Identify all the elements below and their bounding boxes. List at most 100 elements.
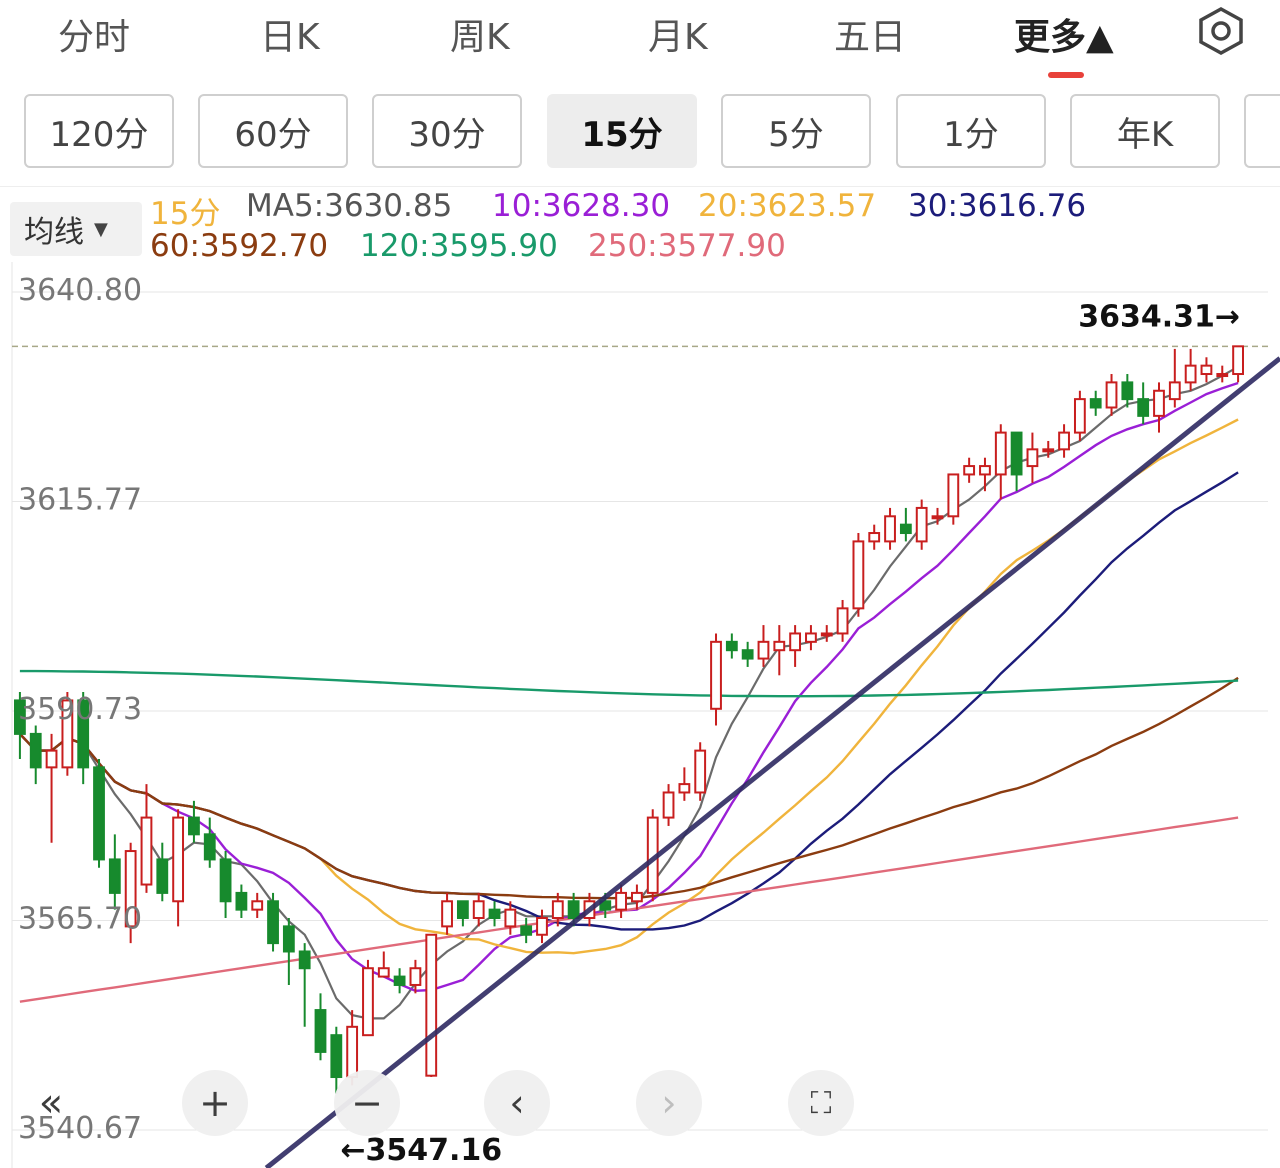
min-price-label: ←3547.16 — [340, 1133, 502, 1168]
zoom-out-button[interactable]: − — [334, 1070, 400, 1136]
candle — [282, 918, 295, 985]
candle — [915, 499, 928, 550]
period-button-30[interactable]: 30分 — [372, 94, 522, 168]
candle-body — [947, 473, 960, 518]
ma-legend-ma20: 20:3623.57 — [698, 188, 877, 224]
candle-body — [267, 900, 279, 945]
candle-body — [1168, 381, 1181, 401]
candle — [1184, 348, 1197, 391]
zoom-in-button[interactable]: + — [182, 1070, 248, 1136]
candle-body — [61, 699, 74, 769]
candle — [456, 900, 469, 927]
tab-monthly-k[interactable]: 月K — [648, 17, 708, 58]
period-button-5[interactable]: 5分 — [721, 94, 871, 168]
candle-body — [979, 465, 991, 476]
candle-body — [852, 540, 865, 610]
candle-body — [805, 632, 817, 643]
candle — [61, 692, 74, 776]
candle — [93, 758, 105, 868]
candle — [947, 473, 960, 525]
candle-body — [1216, 373, 1229, 378]
period-tabs: 分时 日K 周K 月K 五日 更多▲ — [0, 0, 1280, 80]
candle — [884, 507, 896, 550]
tab-intraday[interactable]: 分时 — [58, 17, 131, 58]
candle — [393, 968, 406, 994]
candle-body — [710, 640, 722, 710]
ma-legend-ma30: 30:3616.76 — [908, 188, 1087, 224]
candle-body — [393, 975, 406, 986]
candle-body — [456, 900, 469, 920]
candle — [1073, 390, 1086, 441]
ma-type-dropdown[interactable]: 均线 ▼ — [10, 202, 142, 256]
candle-body — [1184, 364, 1197, 384]
period-button-15[interactable]: 15分 — [547, 94, 697, 168]
candle-body — [836, 607, 849, 635]
double-chevron-left-icon[interactable]: « — [38, 1080, 64, 1126]
candle — [615, 884, 627, 919]
ma-legend-ma60: 60:3592.70 — [150, 228, 329, 264]
candle — [994, 424, 1007, 500]
candle-body — [694, 749, 707, 794]
fullscreen-button[interactable]: ⛶ — [788, 1070, 854, 1136]
tab-more[interactable]: 更多▲ — [1014, 17, 1114, 58]
candle-body — [1121, 381, 1134, 401]
candle — [1216, 365, 1229, 383]
tab-daily-k[interactable]: 日K — [260, 17, 320, 58]
candle — [725, 633, 738, 659]
candle-body — [884, 515, 896, 543]
y-tick-label: 3640.80 — [18, 273, 142, 308]
y-tick-label: 3565.70 — [18, 902, 142, 937]
candle — [963, 457, 976, 483]
candle — [820, 625, 833, 642]
candle-body — [631, 891, 643, 903]
ma20-line — [19, 418, 1239, 955]
candle-body — [377, 967, 390, 978]
candle-body — [662, 791, 675, 819]
candle — [1042, 440, 1055, 458]
tab-weekly-k[interactable]: 周K — [450, 17, 510, 58]
candle-body — [14, 699, 26, 735]
candle — [488, 901, 501, 927]
candle-body — [1073, 398, 1086, 434]
candle — [536, 909, 548, 944]
max-price-label: 3634.31→ — [1078, 299, 1240, 334]
candle — [330, 1026, 343, 1094]
candle — [852, 533, 865, 617]
period-button-year-k[interactable]: 年K — [1070, 94, 1220, 168]
candle — [267, 892, 279, 952]
candle-body — [963, 465, 976, 476]
tab-five-day[interactable]: 五日 — [834, 17, 907, 58]
candle — [362, 959, 374, 1037]
candle — [836, 599, 849, 642]
candle-body — [172, 816, 185, 903]
ma-legend-period: 15分 — [150, 196, 221, 232]
y-tick-label: 3615.77 — [18, 483, 142, 518]
candle — [314, 993, 327, 1061]
candle — [77, 692, 90, 785]
candle-body — [725, 640, 738, 652]
candle-body — [1026, 448, 1039, 468]
kline-chart[interactable]: 3640.80 3615.77 3590.73 3565.70 3540.67 3634.… — [0, 262, 1280, 1168]
candle-body — [298, 950, 311, 970]
candles — [14, 345, 1244, 1094]
candle — [741, 641, 754, 667]
candle-body — [330, 1034, 343, 1079]
scroll-right-button[interactable]: › — [636, 1070, 702, 1136]
candle — [441, 892, 453, 935]
scroll-left-button[interactable]: ‹ — [484, 1070, 550, 1136]
candle-body — [203, 833, 216, 861]
candle — [219, 851, 232, 919]
trendline — [264, 356, 1280, 1168]
candle — [29, 725, 42, 785]
candle-body — [472, 900, 485, 920]
period-button-1[interactable]: 1分 — [896, 94, 1046, 168]
candle-body — [599, 900, 612, 911]
candle — [156, 842, 169, 902]
candle — [124, 842, 137, 944]
period-button-60[interactable]: 60分 — [198, 94, 348, 168]
period-button-overflow[interactable] — [1244, 94, 1280, 168]
divider — [0, 186, 1280, 187]
hexagon-settings-icon[interactable] — [1196, 6, 1246, 56]
period-button-120[interactable]: 120分 — [24, 94, 174, 168]
candle — [1058, 424, 1070, 458]
